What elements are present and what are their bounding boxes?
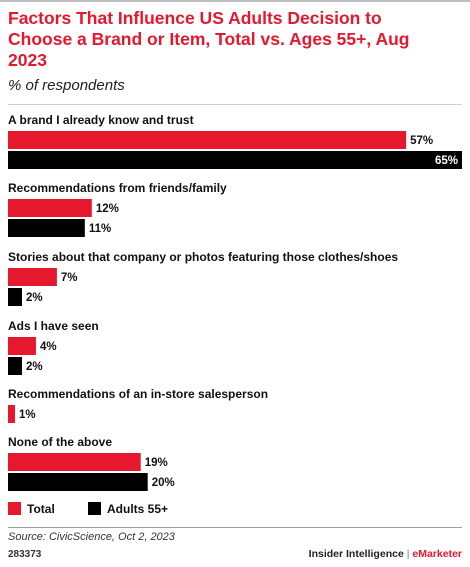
value-label-adults-55: 65%	[435, 155, 458, 167]
category-label: None of the above	[8, 435, 112, 449]
bar-total	[8, 199, 92, 217]
brand-credit: Insider Intelligence | eMarketer	[309, 548, 462, 560]
bar-adults-55	[8, 288, 22, 306]
bar-total	[8, 405, 15, 423]
bar-adults-55	[8, 357, 22, 375]
category-label: Recommendations of an in-store salespers…	[8, 387, 268, 401]
subtitle-divider	[8, 104, 462, 105]
chart-id: 283373	[8, 549, 42, 560]
category-label: Stories about that company or photos fea…	[8, 250, 398, 264]
legend-swatch-adults-55	[88, 502, 101, 515]
bar-adults-55	[8, 473, 148, 491]
top-rule	[0, 0, 470, 2]
bar-total	[8, 131, 407, 149]
legend-swatch-total	[8, 502, 21, 515]
legend-label-adults-55: Adults 55+	[107, 502, 169, 516]
value-label-adults-55: 11%	[89, 223, 111, 235]
value-label-adults-55: 20%	[152, 477, 175, 489]
chart-title: Factors That Influence US Adults Decisio…	[8, 8, 410, 70]
footer-divider	[8, 527, 462, 528]
category-label: A brand I already know and trust	[8, 113, 194, 127]
value-label-adults-55: 2%	[26, 292, 43, 304]
value-label-total: 57%	[410, 135, 433, 147]
value-label-total: 1%	[19, 409, 36, 421]
bar-adults-55	[8, 151, 462, 169]
chart-subtitle: % of respondents	[8, 77, 125, 94]
category-label: Ads I have seen	[8, 319, 99, 333]
value-label-total: 19%	[145, 457, 168, 469]
bar-total	[8, 453, 141, 471]
source-note: Source: CivicScience, Oct 2, 2023	[8, 531, 175, 543]
bar-adults-55	[8, 219, 85, 237]
value-label-total: 4%	[40, 341, 57, 353]
legend-item-total: Total	[8, 502, 55, 516]
bar-total	[8, 268, 57, 286]
legend-label-total: Total	[27, 502, 55, 516]
brand-separator: |	[406, 548, 410, 560]
value-label-total: 7%	[61, 272, 78, 284]
value-label-adults-55: 2%	[26, 361, 43, 373]
category-label: Recommendations from friends/family	[8, 181, 227, 195]
value-label-total: 12%	[96, 203, 119, 215]
legend-item-adults-55: Adults 55+	[88, 502, 168, 516]
bar-total	[8, 337, 36, 355]
brand-accent: eMarketer	[412, 548, 462, 560]
brand-main: Insider Intelligence	[308, 548, 404, 560]
